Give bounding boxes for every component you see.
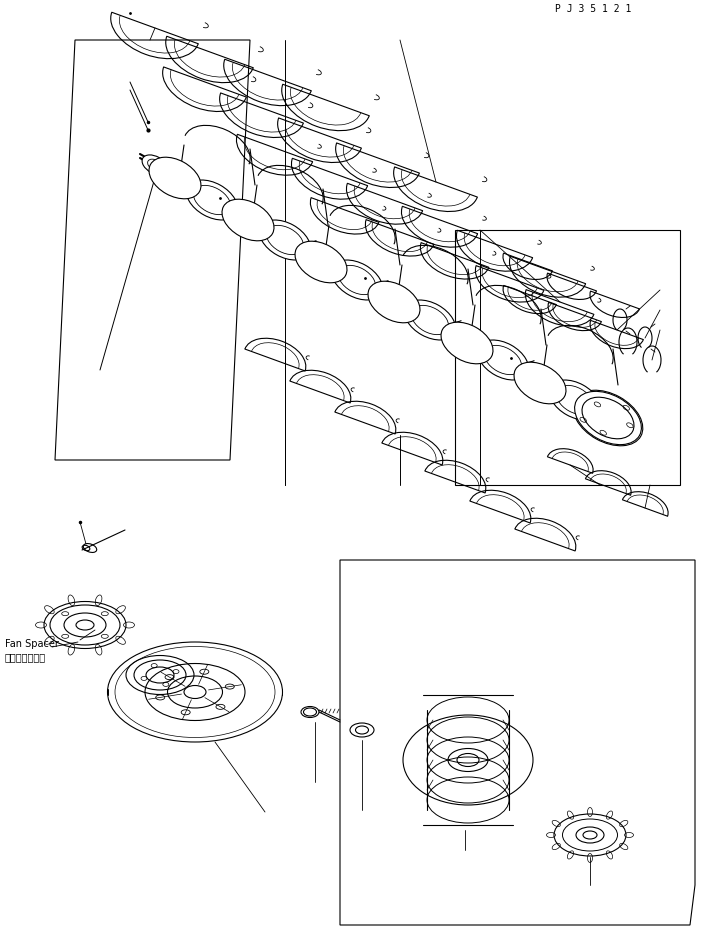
Polygon shape [340, 560, 695, 925]
Ellipse shape [477, 340, 529, 380]
Text: P J 3 5 1 2 1: P J 3 5 1 2 1 [555, 4, 631, 14]
Ellipse shape [574, 391, 643, 445]
Ellipse shape [222, 199, 274, 241]
Text: Fan Spacer: Fan Spacer [5, 639, 59, 649]
Ellipse shape [582, 397, 634, 439]
Ellipse shape [484, 345, 522, 375]
Ellipse shape [575, 392, 642, 445]
Ellipse shape [514, 362, 566, 404]
Ellipse shape [404, 300, 456, 340]
Ellipse shape [295, 241, 347, 283]
Ellipse shape [187, 180, 237, 220]
Ellipse shape [338, 265, 376, 295]
Ellipse shape [368, 281, 420, 323]
Ellipse shape [147, 159, 162, 171]
Text: ファンスペーサ: ファンスペーサ [5, 652, 46, 662]
Ellipse shape [557, 385, 593, 415]
Ellipse shape [441, 322, 493, 364]
Ellipse shape [411, 305, 449, 335]
Ellipse shape [331, 260, 383, 300]
Ellipse shape [550, 380, 600, 420]
Polygon shape [55, 40, 250, 460]
Polygon shape [455, 230, 680, 485]
Ellipse shape [194, 185, 230, 215]
Ellipse shape [260, 220, 310, 260]
Ellipse shape [149, 157, 201, 199]
Ellipse shape [142, 155, 168, 175]
Ellipse shape [267, 225, 303, 255]
